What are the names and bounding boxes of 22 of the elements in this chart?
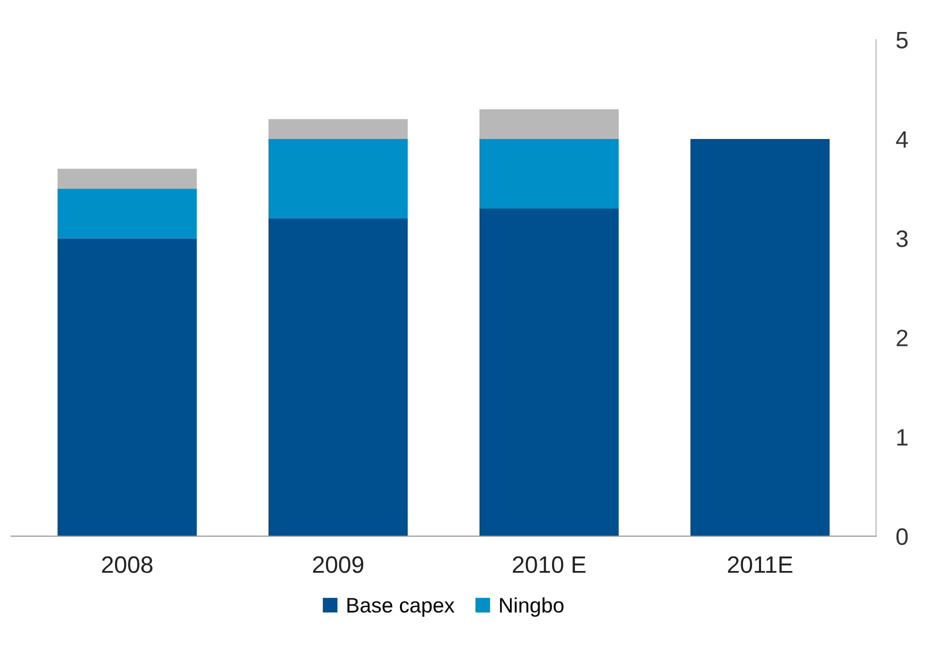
bar (479, 208, 619, 536)
bar (479, 139, 619, 209)
x-tick-label: 2010 E (512, 556, 586, 574)
bar (268, 119, 408, 140)
bar (479, 109, 619, 140)
legend-label: Base capex (347, 598, 454, 617)
y-tick-label: 2 (896, 330, 908, 346)
bar (268, 139, 408, 218)
y-tick-label: 3 (896, 230, 908, 248)
x-tick-label: 2009 (313, 556, 364, 574)
bar (58, 168, 197, 189)
y-tick-label: 5 (896, 32, 908, 49)
legend-label: Ningbo (500, 597, 564, 617)
y-tick-label: 4 (896, 131, 908, 148)
bar (58, 238, 197, 536)
x-tick-label: 2011E (728, 556, 792, 574)
x-tick-label: 2008 (102, 556, 152, 574)
y-tick-label: 0 (896, 528, 908, 546)
bar (268, 218, 408, 536)
y-tick-label: 1 (897, 429, 908, 446)
bar (58, 188, 197, 238)
bar (690, 139, 830, 536)
